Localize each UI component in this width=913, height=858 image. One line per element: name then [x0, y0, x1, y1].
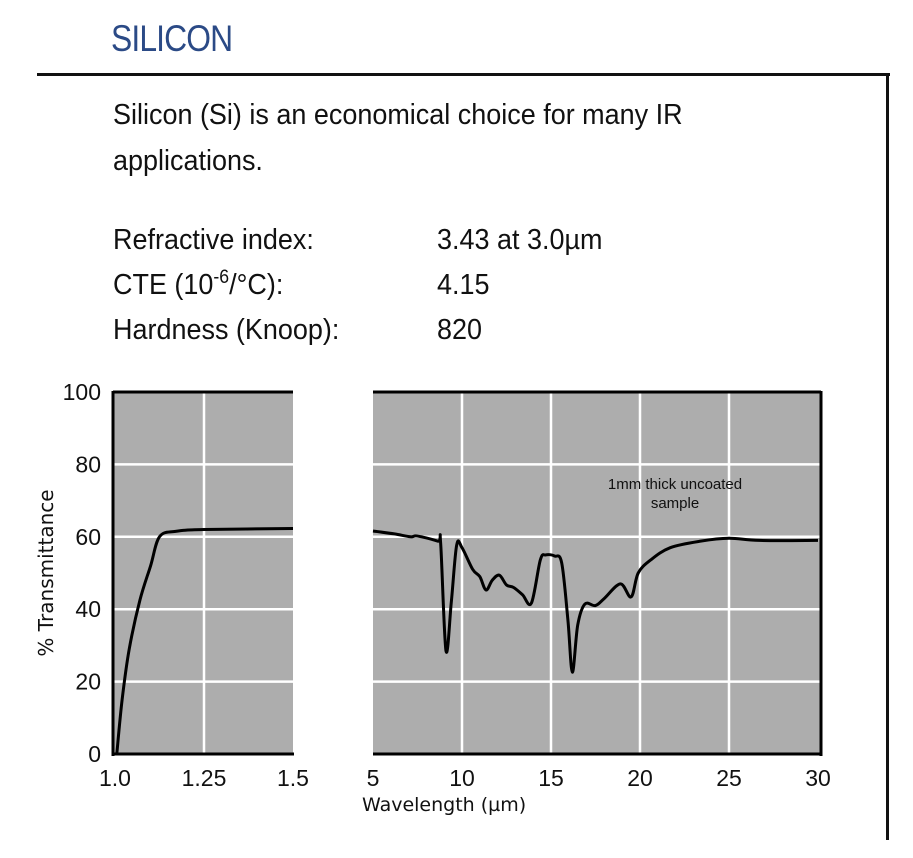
property-label: Refractive index:: [113, 224, 314, 256]
y-tick-label: 60: [75, 524, 101, 550]
y-tick-label: 80: [75, 451, 101, 477]
x-tick-label: 5: [367, 765, 380, 791]
y-tick-labels: 0 20 40 60 80 100: [63, 379, 101, 767]
page-title: SILICON: [111, 18, 233, 59]
property-label: CTE (10-6/°C):: [113, 263, 283, 308]
chart-mid-ir: 1mm thick uncoated sample 5 10 15 20 25 30: [367, 390, 831, 791]
plot-area: [373, 392, 821, 754]
x-tick-label: 15: [538, 765, 564, 791]
property-hardness: Hardness (Knoop): 820: [113, 308, 482, 353]
x-tick-label: 10: [449, 765, 475, 791]
x-tick-label: 1.0: [99, 765, 131, 791]
transmittance-curve: [372, 529, 819, 674]
y-tick-label: 0: [88, 741, 101, 767]
properties-table: Refractive index: 3.43 at 3.0µm CTE (10-…: [113, 218, 602, 353]
grid-lines: [373, 392, 821, 754]
x-axis-label: Wavelength (µm): [362, 794, 526, 816]
x-tick-label: 1.25: [182, 765, 227, 791]
property-label-suffix: /°C):: [229, 269, 284, 301]
x-tick-label: 25: [716, 765, 742, 791]
x-tick-label: 1.5: [277, 765, 309, 791]
grid-lines: [113, 392, 293, 754]
frame-top-rule: [37, 73, 890, 76]
property-value: 4.15: [437, 269, 490, 301]
x-tick-labels: 5 10 15 20 25 30: [367, 765, 831, 791]
x-tick-label: 20: [627, 765, 653, 791]
y-tick-label: 20: [75, 669, 101, 695]
property-label-exponent: -6: [213, 267, 230, 288]
x-tick-labels: 1.0 1.25 1.5: [99, 765, 309, 791]
annotation-line-1: 1mm thick uncoated: [608, 476, 742, 493]
y-tick-label: 100: [63, 379, 101, 405]
material-description: Silicon (Si) is an economical choice for…: [113, 99, 683, 177]
property-value: 820: [437, 314, 483, 346]
property-cte: CTE (10-6/°C): 4.15: [113, 263, 490, 308]
property-value: 3.43 at 3.0µm: [437, 224, 603, 256]
property-label-prefix: CTE (10: [113, 269, 214, 301]
property-label: Hardness (Knoop):: [113, 314, 340, 346]
y-axis-label: % Transmittance: [34, 489, 58, 656]
annotation-line-2: sample: [651, 495, 699, 512]
chart-near-ir: 0 20 40 60 80 100 1.0 1.25 1.5: [63, 379, 309, 791]
y-tick-label: 40: [75, 596, 101, 622]
property-refractive-index: Refractive index: 3.43 at 3.0µm: [113, 218, 602, 263]
transmittance-curve: [115, 526, 294, 755]
frame-right-rule: [886, 73, 889, 840]
x-tick-label: 30: [805, 765, 831, 791]
